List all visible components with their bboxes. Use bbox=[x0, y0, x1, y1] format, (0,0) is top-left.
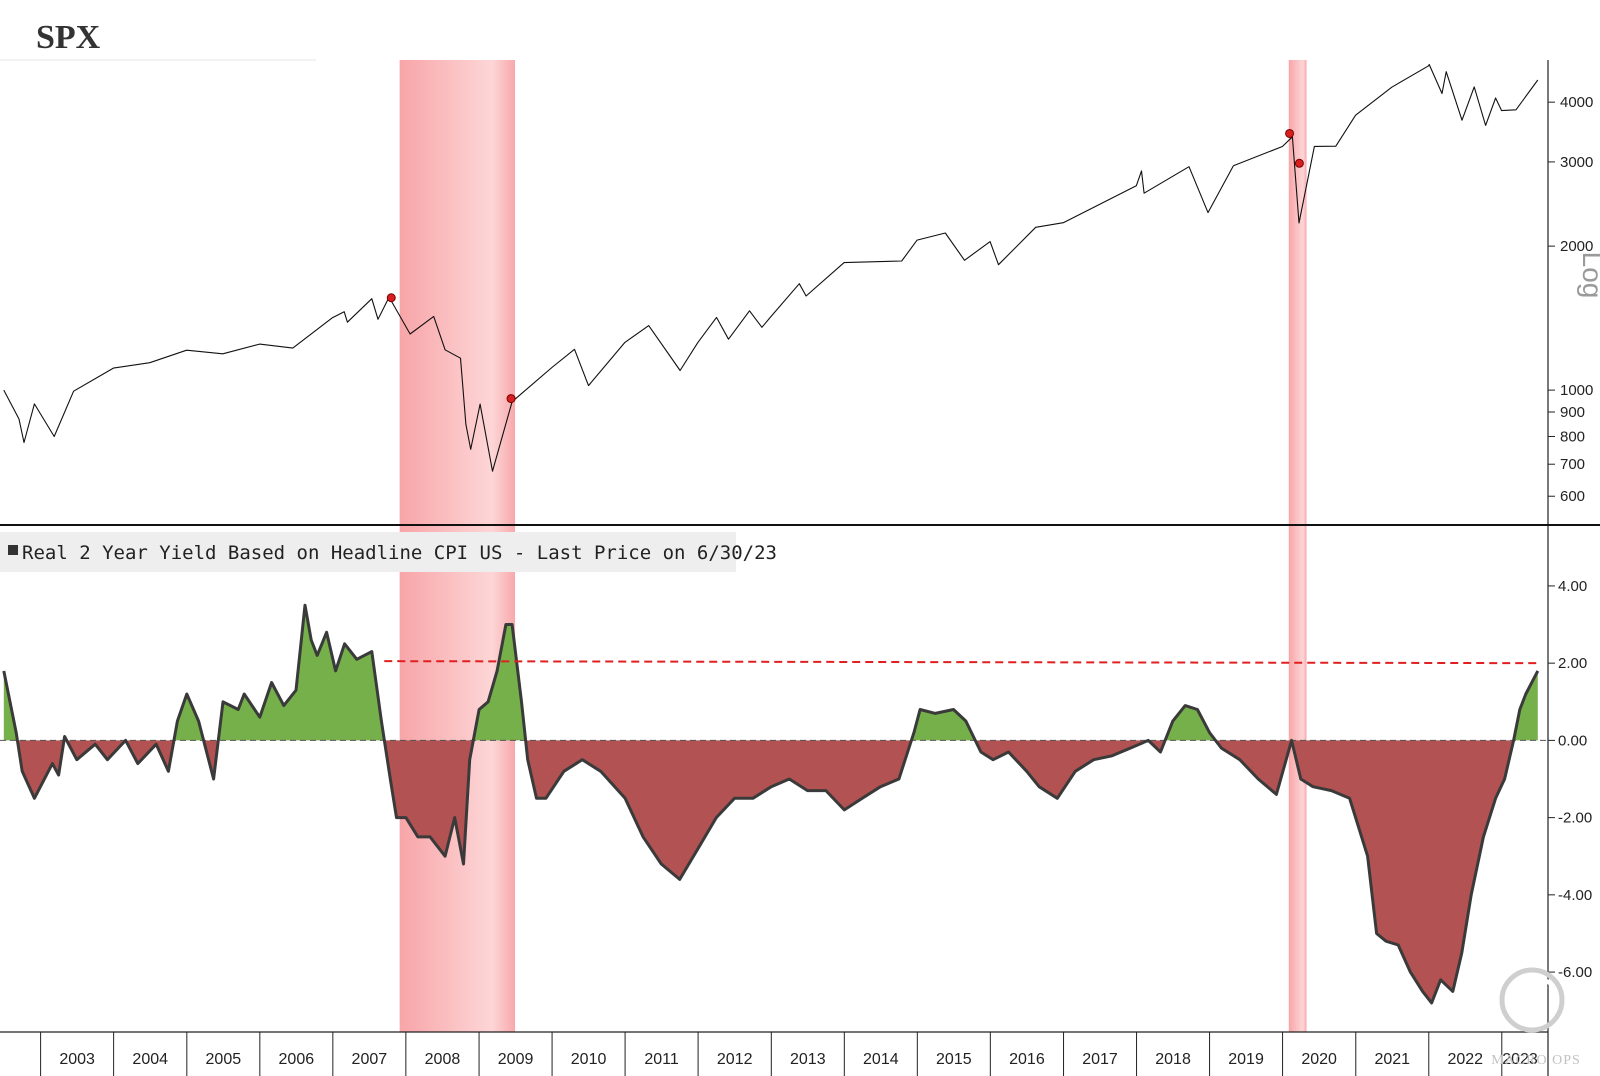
year-label: 2019 bbox=[1228, 1051, 1264, 1068]
price-tick-label: 1000 bbox=[1560, 382, 1593, 399]
watermark-logo: MACRO OPS bbox=[1491, 967, 1581, 1068]
year-label: 2013 bbox=[790, 1051, 826, 1068]
yield-line bbox=[2, 603, 1540, 1005]
year-label: 2022 bbox=[1447, 1051, 1483, 1068]
year-label: 2012 bbox=[717, 1051, 753, 1068]
yield-tick-label: 4.00 bbox=[1558, 578, 1587, 595]
price-tick-label: 2000 bbox=[1560, 238, 1593, 255]
price-axis: 600 700 800 900 1000 2000 3000 4000 bbox=[1548, 94, 1593, 505]
year-label: 2018 bbox=[1155, 1051, 1191, 1068]
spx-line bbox=[3, 63, 1539, 472]
watermark-text: MACRO OPS bbox=[1491, 1053, 1581, 1068]
price-tick-label: 3000 bbox=[1560, 154, 1593, 171]
yield-tick-label: -6.00 bbox=[1558, 964, 1592, 981]
price-tick-label: 600 bbox=[1560, 488, 1585, 505]
year-label: 2006 bbox=[279, 1051, 315, 1068]
year-label: 2008 bbox=[425, 1051, 461, 1068]
year-label: 2010 bbox=[571, 1051, 607, 1068]
year-label: 2014 bbox=[863, 1051, 899, 1068]
positive-yield-fill bbox=[3, 605, 1538, 741]
recession-band bbox=[1288, 60, 1307, 1032]
negative-yield-fill bbox=[3, 740, 1538, 1003]
price-series bbox=[3, 63, 1539, 472]
year-label: 2023 bbox=[1502, 1051, 1538, 1068]
year-label: 2017 bbox=[1082, 1051, 1118, 1068]
legend-label: Real 2 Year Yield Based on Headline CPI … bbox=[22, 542, 777, 564]
price-tick-label: 700 bbox=[1560, 456, 1585, 473]
year-label: 2005 bbox=[206, 1051, 242, 1068]
legend-swatch bbox=[8, 545, 18, 555]
price-tick-label: 800 bbox=[1560, 428, 1585, 445]
year-axis: 2003 2004 2005 2006 2007 2008 2009 2010 2011 2012… bbox=[40, 1032, 1538, 1076]
yield-tick-label: -4.00 bbox=[1558, 887, 1592, 904]
signal-marker bbox=[1285, 128, 1295, 138]
price-tick-label: 900 bbox=[1560, 404, 1585, 421]
threshold-line bbox=[384, 660, 1538, 665]
signal-marker bbox=[1294, 158, 1304, 168]
year-label: 2021 bbox=[1374, 1051, 1410, 1068]
yield-tick-label: -2.00 bbox=[1558, 810, 1592, 827]
yield-tick-label: 0.00 bbox=[1558, 732, 1587, 749]
legend-box: Real 2 Year Yield Based on Headline CPI … bbox=[0, 532, 777, 572]
yield-axis: -6.00 -4.00 -2.00 0.00 2.00 4.00 bbox=[1548, 578, 1592, 981]
year-label: 2009 bbox=[498, 1051, 534, 1068]
yield-tick-label: 2.00 bbox=[1558, 655, 1587, 672]
year-label: 2004 bbox=[132, 1051, 168, 1068]
year-label: 2020 bbox=[1301, 1051, 1337, 1068]
year-label: 2016 bbox=[1009, 1051, 1045, 1068]
year-label: 2007 bbox=[352, 1051, 388, 1068]
chart-frame bbox=[0, 60, 1600, 1076]
year-label: 2011 bbox=[644, 1051, 679, 1068]
log-scale-label: Log bbox=[1577, 252, 1600, 299]
year-label: 2003 bbox=[59, 1051, 95, 1068]
signal-markers bbox=[386, 128, 1304, 404]
signal-marker bbox=[506, 394, 516, 404]
year-label: 2015 bbox=[936, 1051, 972, 1068]
signal-marker bbox=[386, 293, 396, 303]
chart-title: SPX bbox=[36, 19, 101, 56]
yield-area bbox=[0, 603, 1548, 1005]
price-tick-label: 4000 bbox=[1560, 94, 1593, 111]
